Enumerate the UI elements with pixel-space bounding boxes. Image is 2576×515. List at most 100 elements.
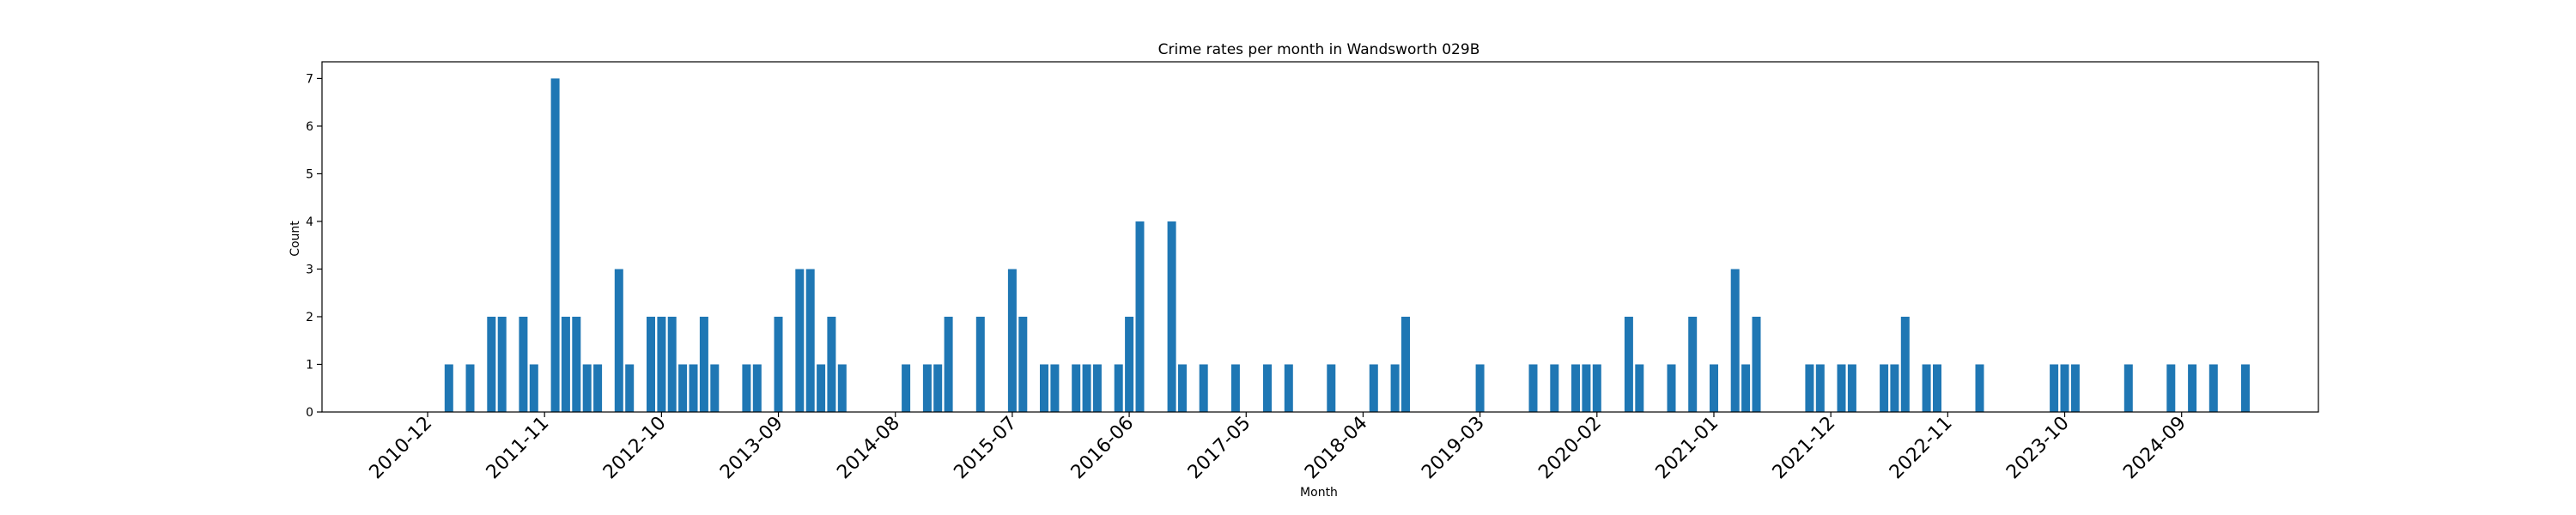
bar-2023-10: [2060, 364, 2069, 412]
bar-2013-11: [795, 269, 805, 412]
bar-2018-01: [1327, 364, 1336, 412]
bar-2022-05: [1880, 364, 1889, 412]
bar-2024-08: [2166, 364, 2176, 412]
bar-2020-01: [1582, 364, 1591, 412]
bar-2018-07: [1390, 364, 1400, 412]
x-tick-label-2020-02: 2020-02: [1534, 413, 1606, 484]
bar-2015-04: [975, 317, 985, 412]
bar-2014-03: [837, 364, 847, 412]
bar-2015-11: [1050, 364, 1060, 412]
bar-2019-12: [1571, 364, 1580, 412]
bar-2012-10: [657, 317, 666, 412]
bar-2012-09: [647, 317, 655, 412]
x-tick-label-2015-07: 2015-07: [950, 413, 1021, 484]
bar-2021-10: [1805, 364, 1814, 412]
bar-2021-01: [1710, 364, 1718, 412]
bar-2017-07: [1263, 364, 1272, 412]
bar-2021-11: [1815, 364, 1825, 412]
x-tick-label-2018-04: 2018-04: [1301, 413, 1372, 484]
chart-title: Crime rates per month in Wandsworth 029B: [1158, 41, 1480, 58]
bar-2022-09: [1922, 364, 1931, 412]
bar-2012-01: [561, 317, 570, 412]
bar-2015-10: [1040, 364, 1048, 412]
bars-group: [444, 78, 2250, 413]
bar-2016-10: [1167, 221, 1176, 412]
bar-2022-06: [1890, 364, 1899, 412]
bar-2012-03: [582, 364, 592, 412]
x-tick-label-2017-05: 2017-05: [1184, 413, 1255, 484]
bar-2014-11: [922, 364, 932, 412]
y-tick-label-6: 6: [306, 120, 313, 134]
bar-2023-09: [2050, 364, 2059, 412]
bar-2011-07: [497, 317, 507, 412]
bar-2011-09: [519, 317, 528, 412]
x-axis-label: Month: [1300, 486, 1338, 500]
bar-2024-04: [2123, 364, 2133, 412]
bar-2011-04: [465, 364, 475, 412]
x-tick-label-2012-10: 2012-10: [599, 413, 671, 484]
bar-2013-07: [752, 364, 762, 412]
bar-2011-10: [529, 364, 538, 412]
bar-2017-01: [1199, 364, 1208, 412]
bar-2015-01: [944, 317, 953, 412]
bar-2022-02: [1847, 364, 1856, 412]
bar-2019-08: [1528, 364, 1538, 412]
bar-2025-03: [2241, 364, 2250, 412]
bar-2012-11: [667, 317, 677, 412]
bar-2013-09: [774, 317, 783, 412]
x-tick-label-2021-01: 2021-01: [1652, 413, 1723, 484]
bar-2019-10: [1550, 364, 1559, 412]
x-tick-label-2023-10: 2023-10: [2002, 413, 2074, 484]
y-tick-label-2: 2: [306, 311, 313, 324]
bar-2015-08: [1018, 317, 1028, 412]
x-tick-label-2011-11: 2011-11: [483, 413, 554, 484]
bar-2022-07: [1900, 317, 1910, 412]
bar-2012-12: [678, 364, 688, 412]
bar-2020-05: [1624, 317, 1633, 412]
bar-2016-01: [1072, 364, 1081, 412]
y-axis-label: Count: [289, 221, 302, 257]
bar-2011-12: [550, 78, 560, 413]
bar-2014-01: [817, 364, 826, 412]
bar-2024-10: [2188, 364, 2197, 412]
bar-2012-04: [593, 364, 603, 412]
bar-2013-02: [699, 317, 708, 412]
bar-2024-12: [2208, 364, 2218, 412]
bar-2018-08: [1401, 317, 1410, 412]
bar-2013-12: [805, 269, 815, 412]
bar-2016-05: [1114, 364, 1123, 412]
bar-2016-02: [1082, 364, 1091, 412]
bar-2017-09: [1284, 364, 1293, 412]
x-tick-label-2022-11: 2022-11: [1886, 413, 1957, 484]
bar-2015-07: [1007, 269, 1017, 412]
bar-2020-02: [1592, 364, 1601, 412]
bar-2013-01: [689, 364, 698, 412]
bar-2011-06: [487, 317, 496, 412]
bar-2020-11: [1688, 317, 1698, 412]
plot-frame: [321, 61, 2319, 413]
bar-2012-07: [625, 364, 635, 412]
x-axis: 2010-12 2011-11 2012-10 2013-09 2014-08 2015-…: [366, 412, 2190, 483]
bar-2021-04: [1741, 364, 1751, 412]
bar-2022-01: [1837, 364, 1846, 412]
bar-2020-06: [1635, 364, 1644, 412]
y-tick-label-4: 4: [306, 215, 313, 229]
bar-2016-11: [1178, 364, 1187, 412]
bar-2021-03: [1730, 269, 1740, 412]
x-tick-label-2019-03: 2019-03: [1418, 413, 1489, 484]
bar-2011-02: [444, 364, 453, 412]
x-tick-label-2014-08: 2014-08: [833, 413, 904, 484]
y-axis: 0 1 2 3 4 5 6 7: [306, 72, 322, 420]
y-tick-label-5: 5: [306, 167, 313, 181]
bar-2017-04: [1230, 364, 1240, 412]
y-tick-label-3: 3: [306, 263, 313, 276]
y-tick-label-1: 1: [306, 358, 313, 372]
bar-2014-02: [827, 317, 836, 412]
x-tick-label-2021-12: 2021-12: [1769, 413, 1840, 484]
bar-2014-12: [933, 364, 943, 412]
bar-2013-03: [710, 364, 720, 412]
bar-2014-09: [902, 364, 911, 412]
bar-2023-02: [1975, 364, 1984, 412]
x-tick-label-2016-06: 2016-06: [1067, 413, 1139, 484]
